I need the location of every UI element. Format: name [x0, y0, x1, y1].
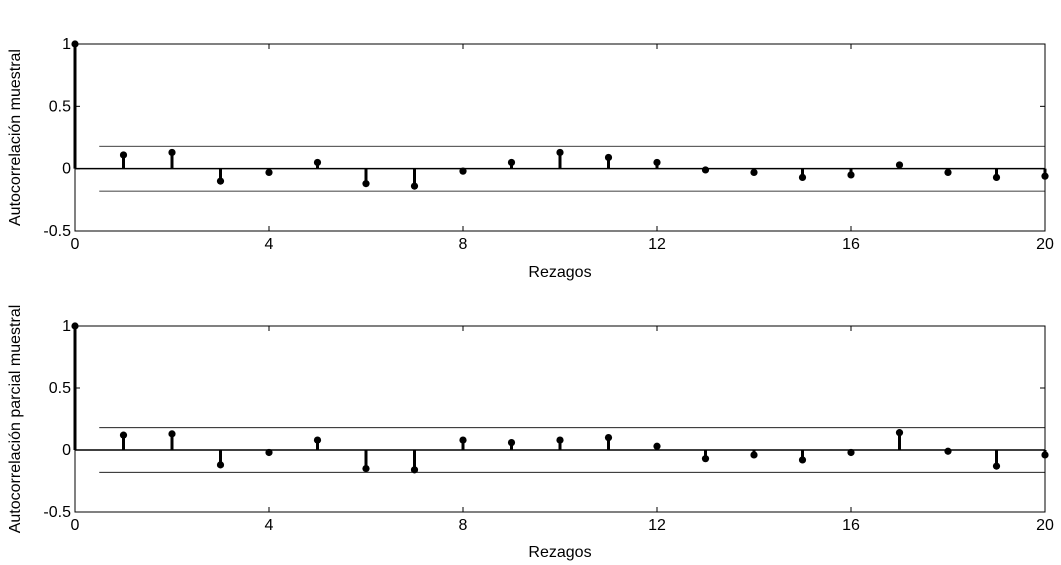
pacf-stem-marker — [217, 461, 224, 468]
acf-stem-marker — [459, 168, 466, 175]
pacf-stem-marker — [411, 466, 418, 473]
acf-stem-marker — [265, 169, 272, 176]
pacf-x-tick-label: 12 — [648, 517, 666, 534]
pacf-stem-marker — [120, 432, 127, 439]
acf-stem-marker — [120, 151, 127, 158]
acf-stem-marker — [508, 159, 515, 166]
pacf-stem-marker — [896, 429, 903, 436]
acf-stem-marker — [799, 174, 806, 181]
acf-x-tick-label: 16 — [842, 236, 860, 253]
acf-x-axis-label: Rezagos — [528, 264, 591, 281]
acf-stem-marker — [71, 40, 78, 47]
pacf-stem-marker — [556, 436, 563, 443]
pacf-stem-marker — [944, 448, 951, 455]
pacf-stem-marker — [362, 465, 369, 472]
pacf-stem-marker — [653, 443, 660, 450]
acf-stem-marker — [653, 159, 660, 166]
acf-stem-marker — [847, 171, 854, 178]
acf-stem-marker — [362, 180, 369, 187]
pacf-y-tick-label: 0 — [62, 442, 71, 459]
acf-stem-marker — [750, 169, 757, 176]
pacf-plot-frame — [75, 326, 1045, 512]
acf-x-tick-label: 0 — [71, 236, 80, 253]
acf-stem-marker — [314, 159, 321, 166]
acf-y-axis-label: Autocorrelación muestral — [7, 49, 24, 226]
pacf-y-tick-label: -0.5 — [43, 504, 71, 521]
acf-stem-marker — [168, 149, 175, 156]
pacf-x-tick-label: 16 — [842, 517, 860, 534]
acf-y-tick-label: -0.5 — [43, 223, 71, 240]
acf-y-tick-label: 1 — [62, 36, 71, 53]
pacf-stem-marker — [168, 430, 175, 437]
pacf-x-tick-label: 0 — [71, 517, 80, 534]
acf-stem-marker — [944, 169, 951, 176]
pacf-stem-marker — [314, 436, 321, 443]
pacf-stem-marker — [508, 439, 515, 446]
pacf-stem-marker — [993, 463, 1000, 470]
pacf-stem-marker — [847, 449, 854, 456]
pacf-x-axis-label: Rezagos — [528, 544, 591, 561]
acf-stem-marker — [1041, 173, 1048, 180]
pacf-y-axis-label: Autocorrelación parcial muestral — [7, 305, 24, 534]
acf-x-tick-label: 20 — [1036, 236, 1054, 253]
acf-x-tick-label: 4 — [265, 236, 274, 253]
pacf-stem-marker — [459, 436, 466, 443]
acf-plot-frame — [75, 44, 1045, 231]
pacf-stem-marker — [799, 456, 806, 463]
acf-stem-marker — [217, 178, 224, 185]
pacf-stem-marker — [702, 455, 709, 462]
acf-stem-marker — [896, 161, 903, 168]
acf-stem-marker — [411, 183, 418, 190]
pacf-x-tick-label: 8 — [459, 517, 468, 534]
acf-stem-marker — [702, 166, 709, 173]
pacf-x-tick-label: 4 — [265, 517, 274, 534]
acf-stem-marker — [605, 154, 612, 161]
pacf-x-tick-label: 20 — [1036, 517, 1054, 534]
acf-y-tick-label: 0 — [62, 161, 71, 178]
pacf-stem-marker — [71, 322, 78, 329]
pacf-stem-marker — [1041, 451, 1048, 458]
acf-x-tick-label: 12 — [648, 236, 666, 253]
pacf-stem-marker — [750, 451, 757, 458]
acf-y-tick-label: 0.5 — [49, 98, 71, 115]
acf-x-tick-label: 8 — [459, 236, 468, 253]
acf-panel: 0 4 8 12 16 20-0.500.51RezagosAutocorrelación… — [7, 36, 1054, 281]
acf-stem-marker — [556, 149, 563, 156]
pacf-y-tick-label: 1 — [62, 318, 71, 335]
pacf-stem-marker — [605, 434, 612, 441]
pacf-y-tick-label: 0.5 — [49, 380, 71, 397]
acf-stem-marker — [993, 174, 1000, 181]
pacf-panel: 0 4 8 12 16 20-0.500.51RezagosAutocorrelación… — [7, 305, 1054, 561]
pacf-stem-marker — [265, 449, 272, 456]
